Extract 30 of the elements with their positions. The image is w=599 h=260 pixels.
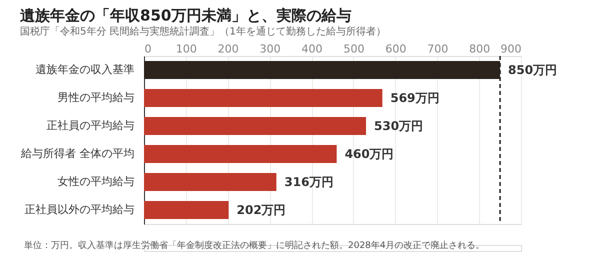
chart-subtitle: 国税庁「令和5年分 民間給与実態統計調査」（1年を通じて勤務した給与所得者）: [20, 26, 386, 38]
x-tick-label: 600: [385, 42, 406, 56]
y-tick-label: 遺族年金の収入基準: [36, 63, 134, 76]
bar: [144, 173, 276, 191]
x-tick-label: 300: [260, 42, 281, 56]
y-tick-label: 給与所得者 全体の平均: [20, 147, 134, 160]
chart-title: 遺族年金の「年収850万円未満」と、実際の給与: [20, 6, 352, 24]
x-tick-label: 900: [500, 42, 522, 56]
data-label: 569万円: [390, 91, 440, 105]
x-tick-label: 0: [144, 42, 152, 56]
x-tick-label: 700: [427, 42, 448, 56]
x-tick-label: 400: [302, 42, 323, 56]
x-tick-label: 100: [176, 42, 197, 56]
bar: [144, 89, 382, 107]
data-label: 530万円: [374, 119, 424, 133]
x-tick-label: 800: [469, 42, 490, 56]
x-tick-label: 200: [218, 42, 239, 56]
y-tick-label: 男性の平均給与: [58, 91, 134, 104]
y-tick-label: 女性の平均給与: [58, 175, 134, 188]
data-label: 202万円: [236, 203, 286, 217]
data-label: 460万円: [344, 147, 394, 161]
bar: [144, 145, 337, 163]
y-tick-label: 正社員以外の平均給与: [24, 203, 134, 216]
data-label: 316万円: [284, 175, 334, 189]
bar: [144, 117, 366, 135]
y-tick-label: 正社員の平均給与: [46, 119, 134, 132]
bar: [144, 201, 229, 219]
x-tick-label: 500: [343, 42, 364, 56]
data-label: 850万円: [508, 63, 558, 77]
text: 単位：万円。収入基準は厚生労働省「年金制度改正法の概要」に明記された額。2028年4月の改正で廃止される。: [24, 240, 485, 251]
